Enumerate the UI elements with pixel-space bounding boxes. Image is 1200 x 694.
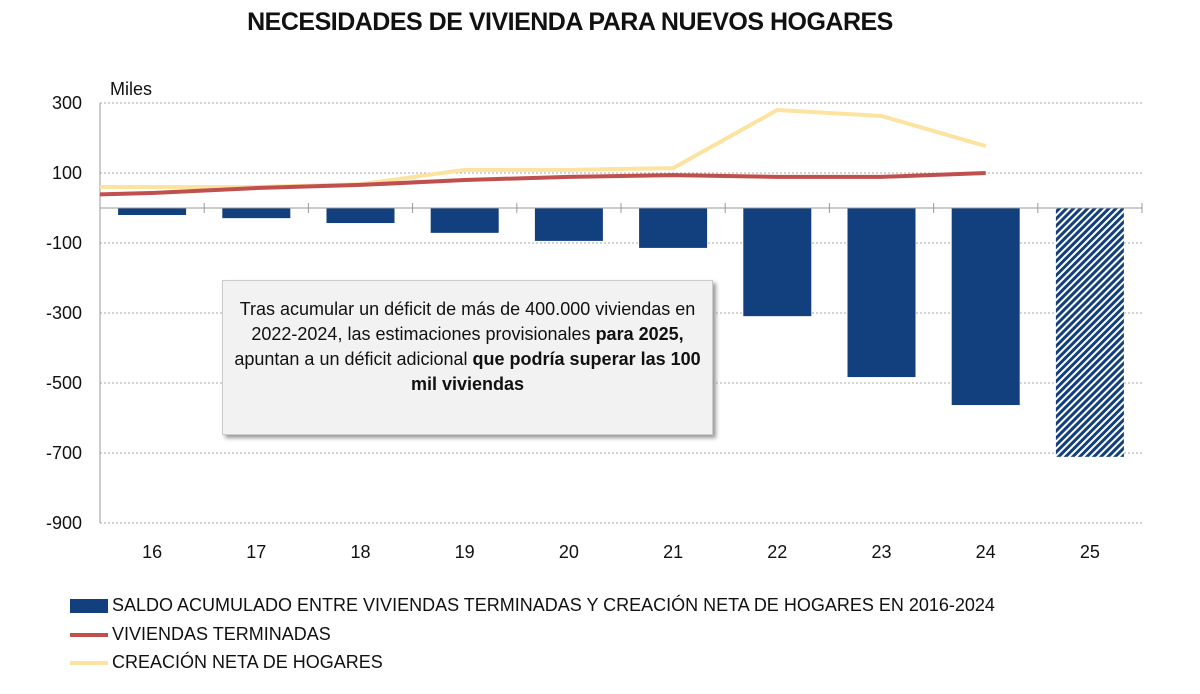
legend-label: SALDO ACUMULADO ENTRE VIVIENDAS TERMINAD… bbox=[112, 595, 995, 615]
y-tick-label: -100 bbox=[46, 233, 82, 253]
legend-label: VIVIENDAS TERMINADAS bbox=[112, 624, 331, 644]
legend-item-hogares: CREACIÓN NETA DE HOGARES bbox=[70, 652, 383, 673]
x-tick-label: 19 bbox=[455, 542, 475, 562]
bar bbox=[1055, 208, 1124, 457]
legend-item-terminadas: VIVIENDAS TERMINADAS bbox=[70, 624, 331, 645]
note-text: apuntan a un déficit adicional bbox=[234, 349, 473, 369]
x-tick-label: 16 bbox=[142, 542, 162, 562]
y-tick-label: -500 bbox=[46, 373, 82, 393]
x-tick-label: 21 bbox=[663, 542, 683, 562]
bar bbox=[847, 208, 916, 378]
bar bbox=[743, 208, 812, 317]
x-tick-label: 18 bbox=[350, 542, 370, 562]
y-axis-label: Miles bbox=[110, 79, 152, 99]
y-tick-label: -300 bbox=[46, 303, 82, 323]
legend-label: CREACIÓN NETA DE HOGARES bbox=[112, 652, 383, 672]
legend-swatch bbox=[70, 599, 108, 614]
legend-item-saldo: SALDO ACUMULADO ENTRE VIVIENDAS TERMINAD… bbox=[70, 595, 995, 616]
line-series-1 bbox=[99, 171, 986, 197]
note-text: Tras acumular un déficit de más de 400.0… bbox=[239, 299, 696, 344]
y-tick-label: -700 bbox=[46, 443, 82, 463]
annotation-box: Tras acumular un déficit de más de 400.0… bbox=[222, 280, 713, 435]
x-tick-label: 17 bbox=[246, 542, 266, 562]
line-series-2 bbox=[100, 107, 987, 189]
y-tick-label: 100 bbox=[52, 163, 82, 183]
x-tick-label: 20 bbox=[559, 542, 579, 562]
bar bbox=[430, 208, 499, 233]
bar bbox=[951, 208, 1020, 406]
bar bbox=[118, 208, 187, 215]
legend-swatch bbox=[70, 633, 108, 638]
legend-swatch bbox=[70, 661, 108, 666]
bar bbox=[534, 208, 603, 241]
note-bold: para 2025, bbox=[595, 324, 684, 344]
y-tick-label: -900 bbox=[46, 513, 82, 533]
x-tick-label: 22 bbox=[767, 542, 787, 562]
bar bbox=[222, 208, 291, 219]
note-bold: que podría superar las 100 mil viviendas bbox=[410, 349, 701, 394]
bar bbox=[326, 208, 395, 224]
x-tick-label: 23 bbox=[871, 542, 891, 562]
x-tick-label: 24 bbox=[976, 542, 996, 562]
bar bbox=[639, 208, 708, 248]
chart-title: NECESIDADES DE VIVIENDA PARA NUEVOS HOGA… bbox=[247, 8, 893, 36]
x-tick-label: 25 bbox=[1080, 542, 1100, 562]
y-tick-label: 300 bbox=[52, 93, 82, 113]
